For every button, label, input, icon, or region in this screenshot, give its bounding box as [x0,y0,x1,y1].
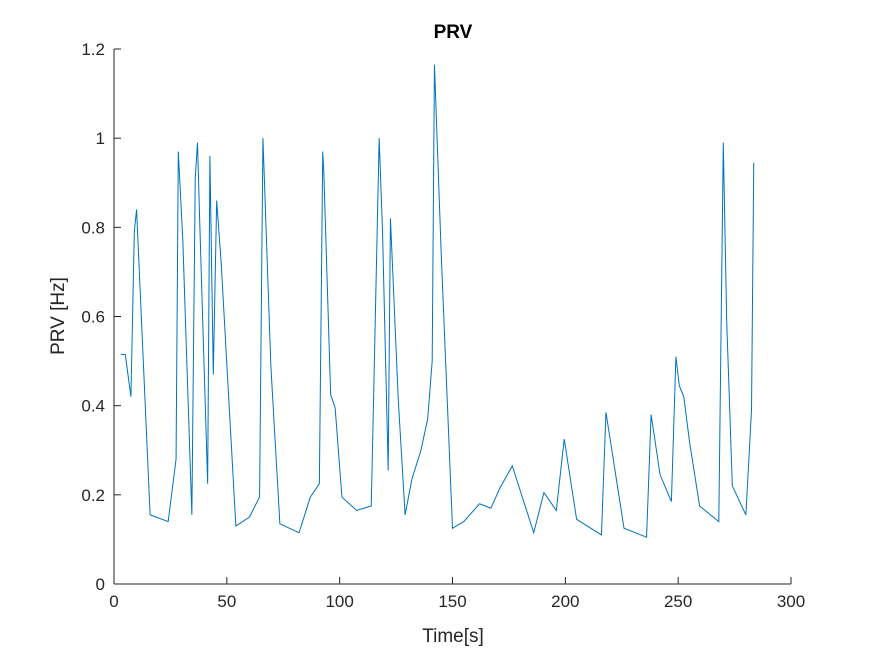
x-axis-label: Time[s] [422,626,484,647]
y-tick-label: 1 [96,129,105,148]
x-tick-label: 0 [109,592,118,611]
y-tick-label: 0 [96,575,105,594]
series-layer [120,64,755,538]
x-tick-label: 250 [664,592,692,611]
x-tick-label: 50 [217,592,236,611]
x-tick-label: 300 [777,592,805,611]
plot-background [114,49,791,584]
y-axis-label: PRV [Hz] [48,277,69,355]
x-tick-label: 100 [325,592,353,611]
plot-area [114,49,791,584]
chart-title: PRV [434,22,473,43]
y-tick-label: 1.2 [81,40,105,59]
y-tick-label: 0.2 [81,486,105,505]
x-tick-label: 200 [551,592,579,611]
series-line-0 [120,64,755,538]
y-tick-label: 0.6 [81,308,105,327]
y-tick-label: 0.8 [81,218,105,237]
x-tick-label: 150 [438,592,466,611]
y-axis-ticks: 0 0.2 0.4 0.6 0.8 1 1.2 [81,40,121,594]
x-axis-ticks: 0 50 100 150 200 250 300 [109,577,805,611]
y-tick-label: 0.4 [81,397,105,416]
